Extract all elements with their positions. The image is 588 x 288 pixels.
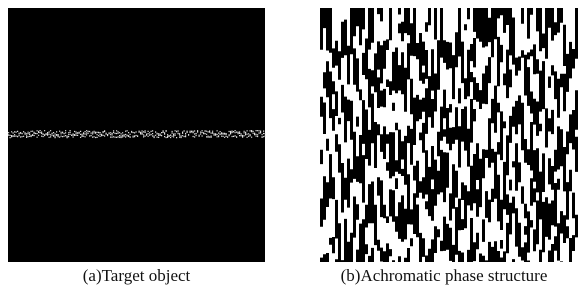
caption-a: (a)Target object (8, 266, 265, 286)
caption-b: (b)Achromatic phase structure (300, 266, 588, 286)
panels (0, 0, 588, 264)
figure: (a)Target object (b)Achromatic phase str… (0, 0, 588, 288)
